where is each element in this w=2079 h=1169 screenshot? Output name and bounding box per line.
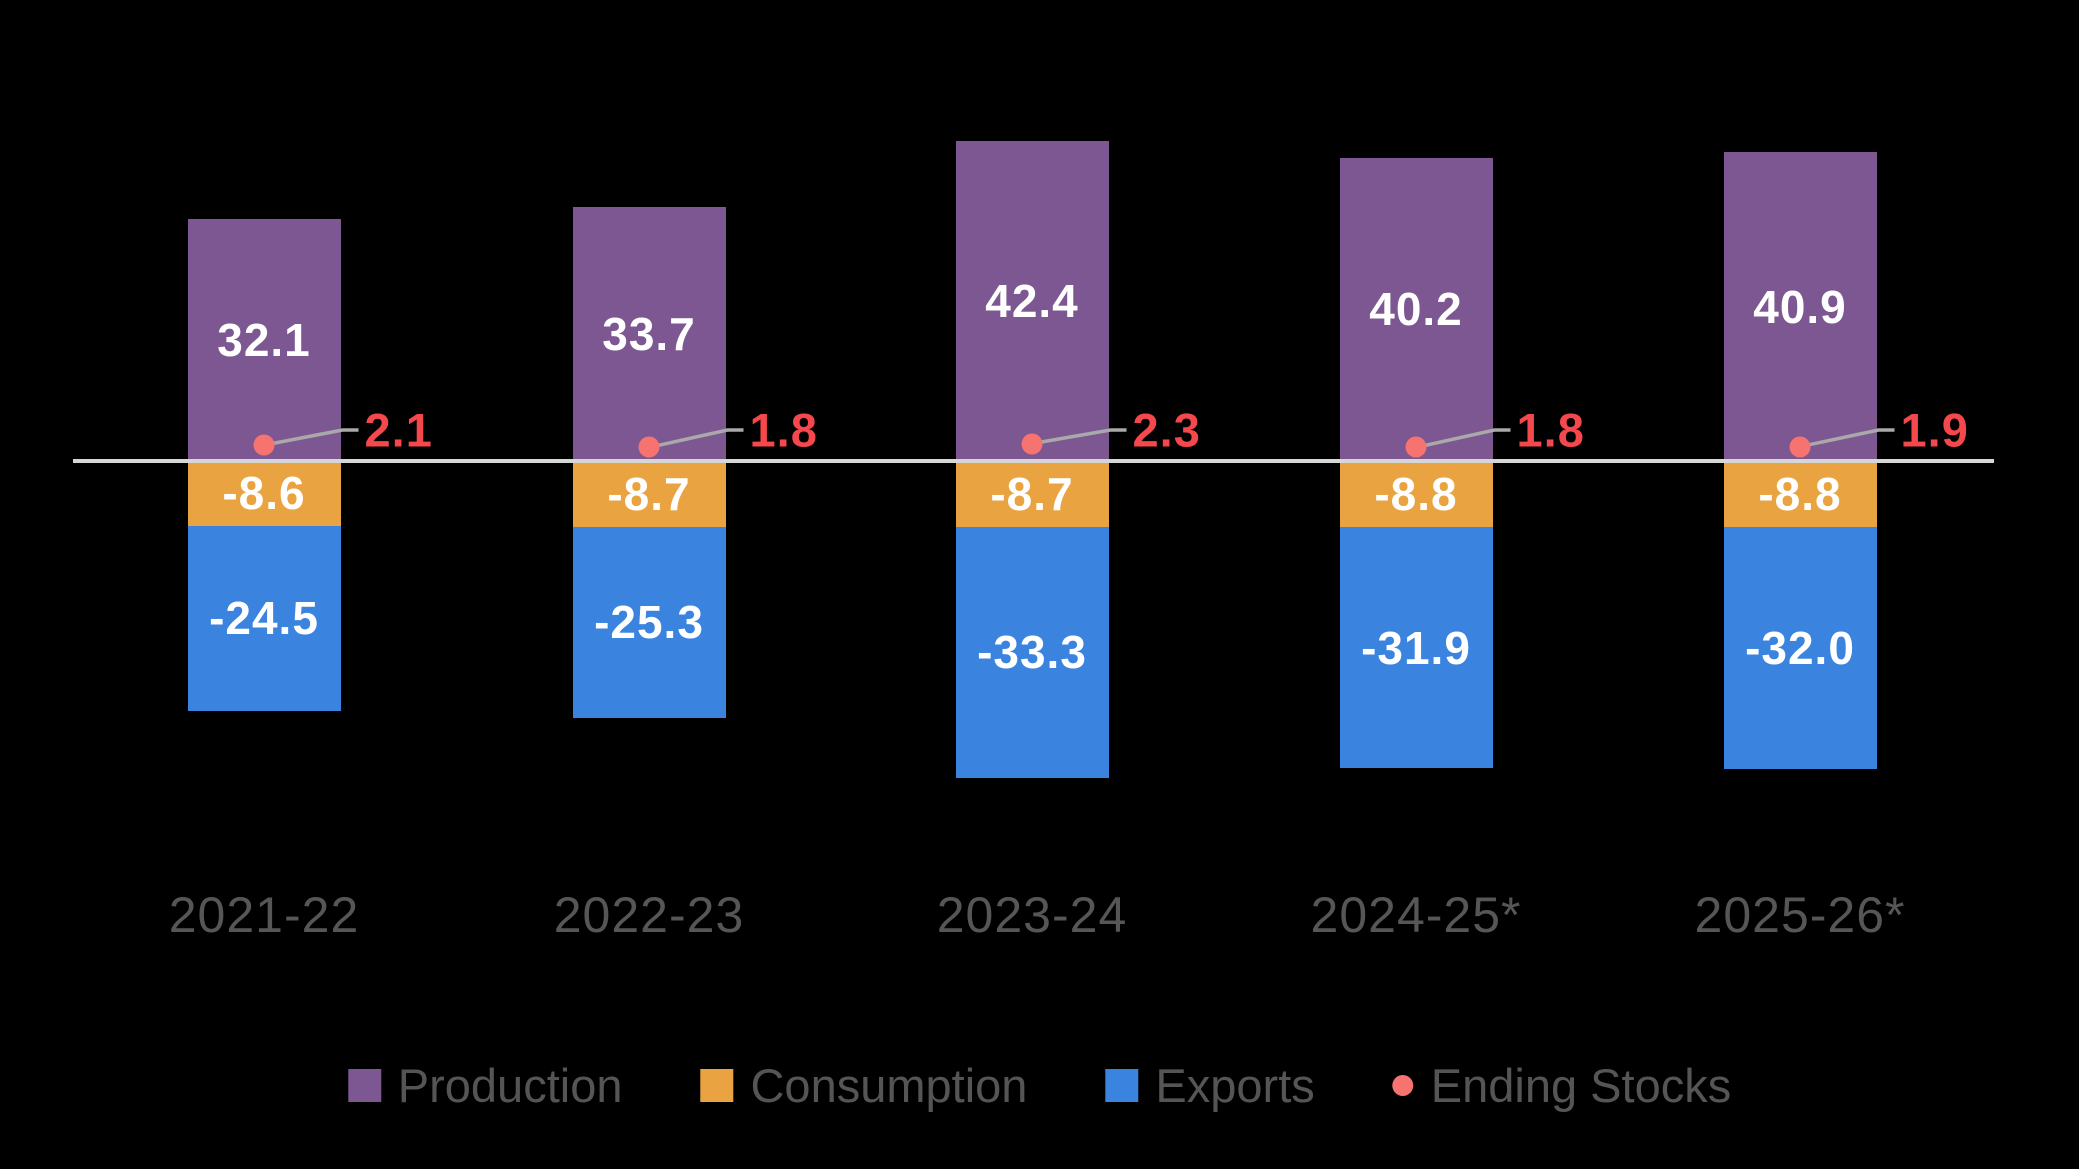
consumption-bar-segment — [572, 461, 726, 527]
production-value-label: 40.9 — [1753, 280, 1847, 333]
exports-bar-segment — [1723, 527, 1877, 769]
x-axis-label: 2024-25* — [1310, 887, 1522, 943]
legend-item-production: Production — [347, 1058, 623, 1113]
production-value-label: 32.1 — [217, 313, 311, 366]
consumption-value-label: -8.8 — [1758, 468, 1842, 521]
consumption-value-label: -8.7 — [607, 467, 691, 520]
exports-value-label: -33.3 — [977, 626, 1087, 679]
consumption-bar-segment — [955, 461, 1109, 527]
consumption-value-label: -8.8 — [1374, 468, 1458, 521]
production-value-label: 42.4 — [985, 275, 1079, 328]
zero-axis-line — [73, 459, 1994, 463]
production-bar-segment — [1339, 157, 1493, 461]
ending-stocks-value-label: 1.8 — [1516, 403, 1585, 457]
exports-value-label: -31.9 — [1361, 621, 1471, 674]
legend-item-label: Ending Stocks — [1430, 1059, 1732, 1112]
x-axis-label: 2025-26* — [1694, 887, 1906, 943]
legend-item-label: Exports — [1155, 1059, 1315, 1112]
exports-value-label: -25.3 — [594, 596, 704, 649]
production-bar-segment — [187, 218, 341, 461]
production-bar-segment — [1723, 152, 1877, 461]
ending-stocks-value-label: 2.1 — [364, 403, 433, 457]
ending-stocks-dot — [638, 436, 660, 458]
consumption-swatch-icon — [700, 1069, 734, 1102]
consumption-bar-segment — [187, 461, 341, 526]
consumption-value-label: -8.6 — [222, 467, 306, 520]
ending-stocks-dot — [1021, 433, 1043, 455]
legend-item-ending-stocks: Ending Stocks — [1392, 1058, 1732, 1113]
ending-stocks-dot — [1789, 436, 1811, 458]
production-bar-segment — [955, 141, 1109, 461]
ending-stocks-value-label: 1.9 — [1900, 403, 1969, 457]
x-axis-label: 2022-23 — [553, 887, 745, 943]
ending-stocks-dot — [1405, 436, 1427, 458]
production-swatch-icon — [347, 1069, 381, 1102]
ending-stocks-dot-icon — [1392, 1075, 1414, 1096]
exports-value-label: -32.0 — [1745, 622, 1855, 675]
x-axis-label: 2021-22 — [168, 887, 360, 943]
legend-item-exports: Exports — [1105, 1058, 1315, 1113]
ending-stocks-leader-line — [1031, 428, 1127, 446]
ending-stocks-leader-line — [1799, 428, 1895, 449]
ending-stocks-value-label: 2.3 — [1132, 403, 1201, 457]
legend-item-label: Production — [397, 1059, 623, 1112]
ending-stocks-leader-line — [263, 428, 359, 447]
production-value-label: 33.7 — [602, 307, 696, 360]
consumption-bar-segment — [1339, 461, 1493, 528]
x-axis-label: 2023-24 — [936, 887, 1128, 943]
ending-stocks-leader-line — [1415, 428, 1511, 450]
exports-bar-segment — [187, 525, 341, 711]
ending-stocks-value-label: 1.8 — [749, 403, 818, 457]
exports-bar-segment — [955, 526, 1109, 778]
exports-bar-segment — [1339, 527, 1493, 769]
production-value-label: 40.2 — [1369, 283, 1463, 336]
exports-swatch-icon — [1105, 1069, 1139, 1102]
exports-value-label: -24.5 — [209, 592, 319, 645]
legend-item-label: Consumption — [750, 1059, 1028, 1112]
consumption-bar-segment — [1723, 461, 1877, 528]
ending-stocks-leader-line — [648, 428, 744, 450]
ending-stocks-dot — [253, 434, 275, 456]
production-bar-segment — [572, 206, 726, 461]
consumption-value-label: -8.7 — [990, 467, 1074, 520]
legend: Production Consumption Exports Ending Stock… — [347, 1058, 1732, 1113]
exports-bar-segment — [572, 526, 726, 718]
legend-item-consumption: Consumption — [700, 1058, 1027, 1113]
